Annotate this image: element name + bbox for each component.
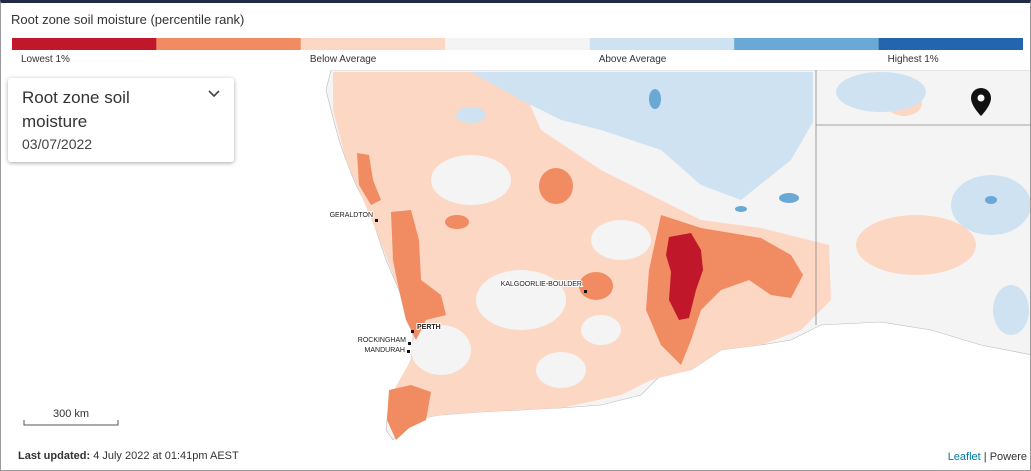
panel-title: Root zone soil moisture [22,88,130,131]
chevron[interactable] [208,90,220,98]
legend-swatch [12,38,157,50]
lowest-patch [666,233,703,320]
above-average-area [456,72,1030,335]
place-label: ROCKINGHAM [358,337,406,344]
panel-date: 03/07/2022 [22,136,93,152]
map: GERALDTON KALGOORLIE-BOULDER PERTH ROCKI… [1,70,1030,470]
scale-bar [23,420,119,426]
legend-label: Highest 1% [887,54,939,65]
place-label: PERTH [417,324,441,331]
leaflet-link[interactable]: Leaflet [947,451,981,463]
average-patches [411,155,651,388]
last-updated: Last updated: 4 July 2022 at 01:41pm AES… [18,450,239,462]
legend-swatch [300,38,446,50]
updated-value: 4 July 2022 at 01:41pm AEST [93,450,239,462]
legend-swatch [156,38,301,50]
place-label: GERALDTON [330,212,373,219]
legend-label: Above Average [598,54,667,65]
updated-label: Last updated: [18,450,91,462]
legend-swatch [589,38,735,50]
state-border [815,70,1030,325]
legend-swatch [445,38,590,50]
high-patches [649,89,997,212]
place-label: MANDURAH [365,347,405,354]
map-marker[interactable] [971,88,991,116]
scale-label: 300 km [53,408,89,420]
legend [12,38,1023,50]
attribution-rest: | Powere [983,451,1027,463]
legend-swatch [878,38,1023,50]
legend-label: Lowest 1% [21,54,70,65]
legend-label: Below Average [309,54,377,65]
map-title: Root zone soil moisture (percentile rank… [11,12,245,27]
marker-dot [977,94,985,102]
attribution: Leaflet | Powere [944,450,1030,464]
place-dots [375,219,587,353]
place-label: KALGOORLIE-BOULDER [501,281,582,288]
layer-panel[interactable]: Root zone soil moisture 03/07/2022 [8,78,234,162]
legend-swatch [734,38,879,50]
